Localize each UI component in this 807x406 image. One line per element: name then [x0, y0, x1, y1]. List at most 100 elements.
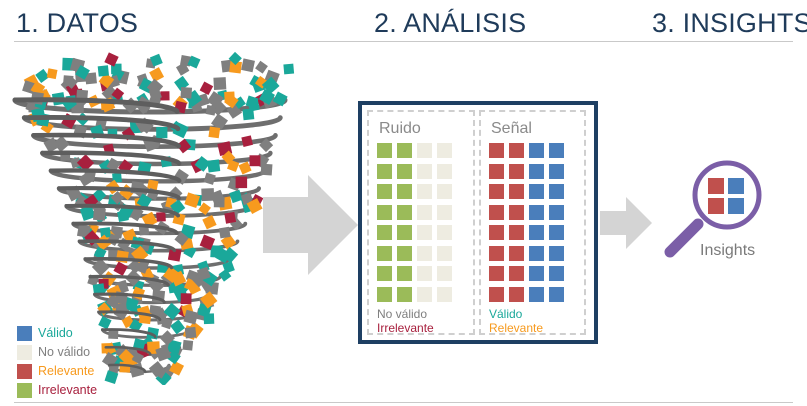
data-square — [213, 77, 227, 91]
heading-insights: 3. INSIGHTS — [652, 8, 807, 38]
swirl-band-front — [56, 186, 182, 201]
data-square — [203, 172, 216, 185]
data-square — [248, 99, 260, 112]
legend-item: Relevante — [17, 363, 94, 379]
data-square — [118, 348, 134, 365]
data-square — [131, 351, 144, 365]
data-square — [136, 193, 153, 209]
data-square — [205, 104, 217, 116]
data-square — [92, 283, 106, 296]
data-square — [226, 159, 240, 173]
swirl-band-front — [83, 257, 174, 270]
grid-square — [377, 143, 392, 158]
data-square — [201, 188, 215, 202]
data-square — [104, 370, 119, 384]
swirl-band-front — [40, 150, 182, 166]
data-square — [79, 205, 96, 221]
grid-square — [437, 225, 452, 240]
grid-square — [417, 266, 432, 281]
grid-square — [529, 163, 544, 179]
data-square — [97, 65, 110, 77]
legend-swatch — [17, 325, 32, 341]
data-square — [93, 208, 106, 221]
data-square — [43, 137, 60, 153]
data-square — [149, 67, 165, 83]
data-square — [160, 91, 170, 101]
grid-square — [397, 225, 412, 240]
data-square — [102, 342, 117, 356]
grid-square — [437, 245, 452, 261]
data-square — [169, 360, 185, 376]
data-square — [35, 68, 50, 83]
grid-square — [549, 266, 564, 281]
data-square — [64, 76, 78, 89]
top-rule — [14, 41, 793, 42]
data-square — [222, 261, 235, 274]
grid-square — [377, 266, 392, 281]
grid-square — [489, 245, 504, 261]
swirl-band-front — [31, 132, 181, 149]
data-square — [199, 234, 216, 251]
grid-square — [437, 163, 452, 179]
data-square — [198, 202, 211, 216]
data-square — [159, 330, 176, 346]
grid-square — [437, 204, 452, 220]
data-square — [176, 62, 190, 76]
data-square — [149, 53, 163, 67]
data-square — [84, 72, 97, 85]
senal-grid — [489, 143, 564, 302]
insights-label: Insights — [700, 242, 756, 259]
grid-square — [489, 266, 504, 281]
swirl-band-front — [64, 203, 181, 218]
grid-square — [509, 266, 524, 281]
data-square — [70, 157, 82, 169]
data-square — [238, 161, 252, 175]
data-square — [176, 138, 192, 154]
data-square — [199, 81, 214, 96]
data-square — [222, 247, 239, 264]
grid-square — [397, 184, 412, 199]
data-square — [31, 107, 46, 123]
grid-square — [377, 184, 392, 199]
data-square — [110, 190, 125, 205]
swirl-band-front — [12, 97, 180, 114]
grid-square — [377, 163, 392, 179]
data-tornado-graphic — [12, 51, 295, 385]
data-square — [99, 227, 111, 239]
data-square — [208, 126, 221, 139]
legend-label: Irrelevante — [38, 383, 98, 397]
grid-square — [489, 204, 504, 220]
data-square — [104, 52, 119, 67]
data-square — [166, 339, 182, 355]
data-square — [206, 91, 224, 109]
senal-panel: Señal Válido Relevante — [479, 110, 586, 335]
grid-square — [417, 204, 432, 220]
data-square — [241, 135, 253, 147]
data-square — [174, 75, 190, 91]
legend-item: Válido — [17, 325, 73, 341]
grid-square — [397, 286, 412, 302]
grid-square — [509, 184, 524, 199]
swirl-band-front — [88, 274, 170, 287]
data-square — [211, 113, 228, 131]
grid-square — [509, 225, 524, 240]
swirl-band — [83, 257, 231, 270]
arrow-to-insights — [600, 197, 652, 249]
data-square — [141, 211, 158, 228]
legend-label: Relevante — [38, 364, 95, 378]
data-square — [148, 87, 162, 101]
data-square — [156, 212, 166, 222]
grid-square — [549, 225, 564, 240]
data-square — [272, 91, 288, 107]
ruido-title: Ruido — [379, 120, 421, 137]
data-square — [184, 192, 201, 209]
grid-square — [509, 286, 524, 302]
swirl-band-front — [93, 292, 166, 304]
data-square — [184, 326, 197, 339]
grid-square — [397, 163, 412, 179]
swirl-band-front — [107, 363, 147, 373]
senal-title: Señal — [491, 120, 532, 137]
data-square — [146, 179, 159, 191]
data-square — [180, 87, 193, 99]
grid-square — [509, 163, 524, 179]
